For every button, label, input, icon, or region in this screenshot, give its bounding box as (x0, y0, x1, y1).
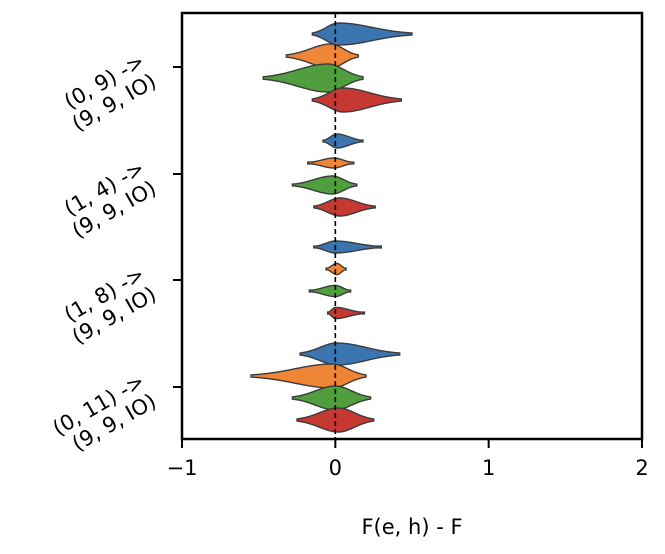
y-axis-ticks: (0, 9) ->(9, 9, IO) (1, 4) ->(9, 9, IO) (1… (49, 49, 182, 461)
violin-group2-series3 (291, 175, 358, 195)
x-axis-label: F(e, h) - F (361, 515, 462, 539)
violin-group4-series4 (296, 407, 375, 433)
violin-group3-series1 (313, 240, 383, 254)
violin-group2-series4 (313, 197, 376, 217)
x-tick-label: 1 (482, 456, 495, 480)
x-tick-label: −1 (167, 456, 198, 480)
violin-group3-series4 (326, 306, 366, 320)
x-tick-label: 2 (635, 456, 648, 480)
violin-group4-series1 (299, 342, 401, 366)
x-axis-ticks: −1 0 1 2 (167, 439, 649, 480)
violin-group4-series3 (291, 385, 372, 411)
violin-group3-series3 (308, 284, 352, 298)
violin-group2-series2 (307, 157, 355, 169)
violin-group1-series1 (311, 22, 413, 46)
violin-group1-series2 (285, 43, 360, 69)
y-category-label: (0, 11) ->(9, 9, IO) (49, 369, 161, 461)
violins-layer (250, 22, 413, 433)
violin-group4-series2 (250, 363, 367, 389)
plot-frame (180, 11, 644, 441)
violin-group2-series1 (322, 133, 364, 149)
y-category-label: (1, 4) ->(9, 9, IO) (56, 156, 160, 243)
violin-group1-series3 (262, 63, 364, 93)
y-category-label: (1, 8) ->(9, 9, IO) (56, 262, 160, 349)
y-category-label: (0, 9) ->(9, 9, IO) (56, 49, 160, 136)
x-tick-label: 0 (329, 456, 342, 480)
